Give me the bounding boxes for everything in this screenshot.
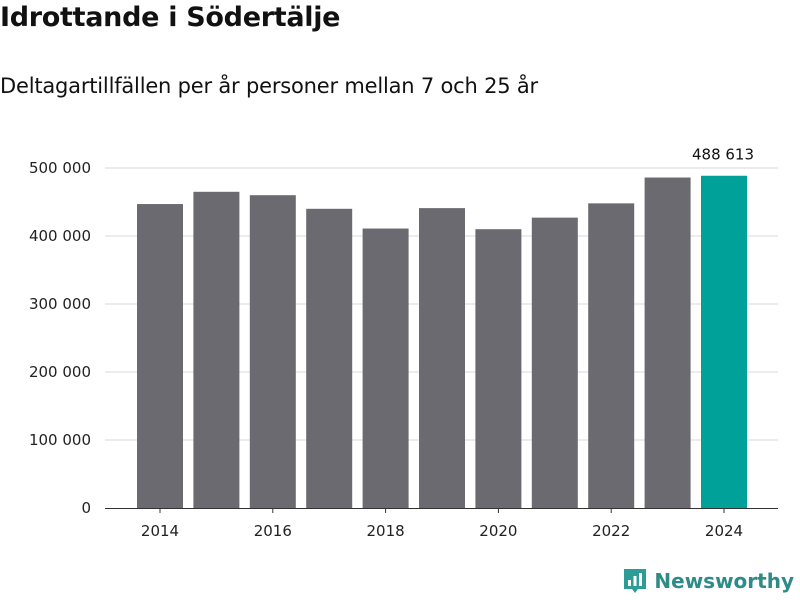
y-tick-label: 0: [81, 499, 91, 517]
bar: [193, 191, 240, 509]
y-tick-label: 100 000: [29, 431, 91, 449]
bar: [137, 204, 183, 509]
newsworthy-logo: Newsworthy: [622, 567, 794, 595]
data-label: 488 613: [692, 146, 754, 164]
chart-title: Idrottande i Södertälje: [0, 2, 341, 33]
bar: [531, 217, 578, 508]
x-tick-label: 2020: [479, 522, 517, 540]
chart-subtitle: Deltagartillfällen per år personer mella…: [0, 74, 538, 98]
newsworthy-logo-icon: [624, 569, 647, 593]
bar: [475, 229, 522, 508]
y-tick-label: 400 000: [29, 227, 91, 245]
bar: [362, 228, 409, 508]
bar: [644, 177, 691, 508]
x-tick-label: 2024: [705, 522, 743, 540]
x-tick-label: 2014: [141, 522, 179, 540]
bar: [588, 203, 635, 509]
x-tick-label: 2022: [592, 522, 630, 540]
newsworthy-logo-text: Newsworthy: [654, 569, 794, 593]
bar: [249, 195, 296, 508]
y-tick-label: 200 000: [29, 363, 91, 381]
bar: [419, 208, 465, 508]
y-tick-label: 300 000: [29, 295, 91, 313]
x-tick-label: 2018: [367, 522, 405, 540]
bar: [306, 208, 353, 509]
x-tick-label: 2016: [254, 522, 292, 540]
y-tick-label: 500 000: [29, 159, 91, 177]
bar-highlight: [701, 175, 747, 508]
